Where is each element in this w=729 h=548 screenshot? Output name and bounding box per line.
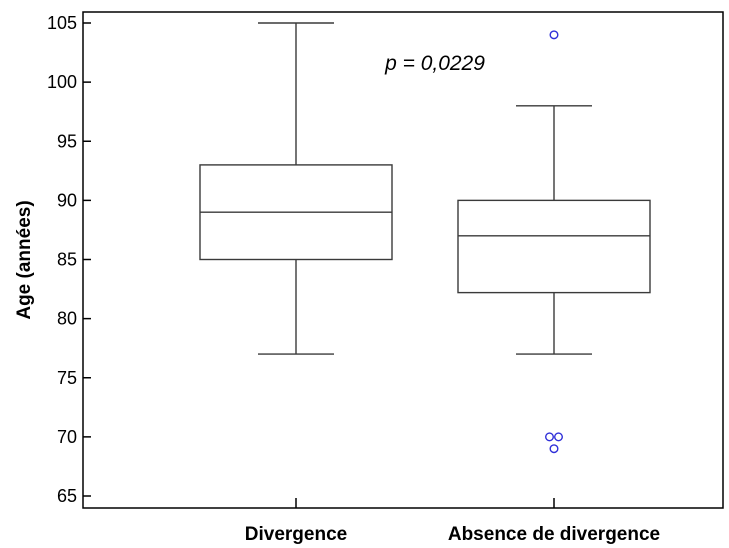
box-1 xyxy=(457,30,651,454)
outlier-point xyxy=(554,432,564,442)
y-tick-label: 80 xyxy=(57,309,77,329)
box-0 xyxy=(199,22,393,355)
y-axis-title: Age (années) xyxy=(14,200,35,319)
plot-frame xyxy=(82,11,724,509)
x-axis: Divergence Absence de divergence xyxy=(245,498,660,545)
x-category-label: Absence de divergence xyxy=(448,524,660,545)
outlier-point xyxy=(545,432,555,442)
x-category-label: Divergence xyxy=(245,524,347,545)
y-tick-label: 100 xyxy=(47,72,77,92)
p-value-annotation: p = 0,0229 xyxy=(384,52,485,75)
y-axis: 65 70 75 80 85 90 95 100 105 xyxy=(47,13,91,506)
y-tick-label: 75 xyxy=(57,368,77,388)
iqr-box xyxy=(457,199,651,294)
y-tick-label: 90 xyxy=(57,190,77,210)
y-tick-label: 105 xyxy=(47,13,77,33)
y-tick-label: 95 xyxy=(57,131,77,151)
y-tick-label: 70 xyxy=(57,427,77,447)
outlier-point xyxy=(549,444,559,454)
outlier-point xyxy=(549,30,559,40)
y-tick-label: 65 xyxy=(57,486,77,506)
y-tick-label: 85 xyxy=(57,250,77,270)
boxes-group xyxy=(199,22,651,454)
